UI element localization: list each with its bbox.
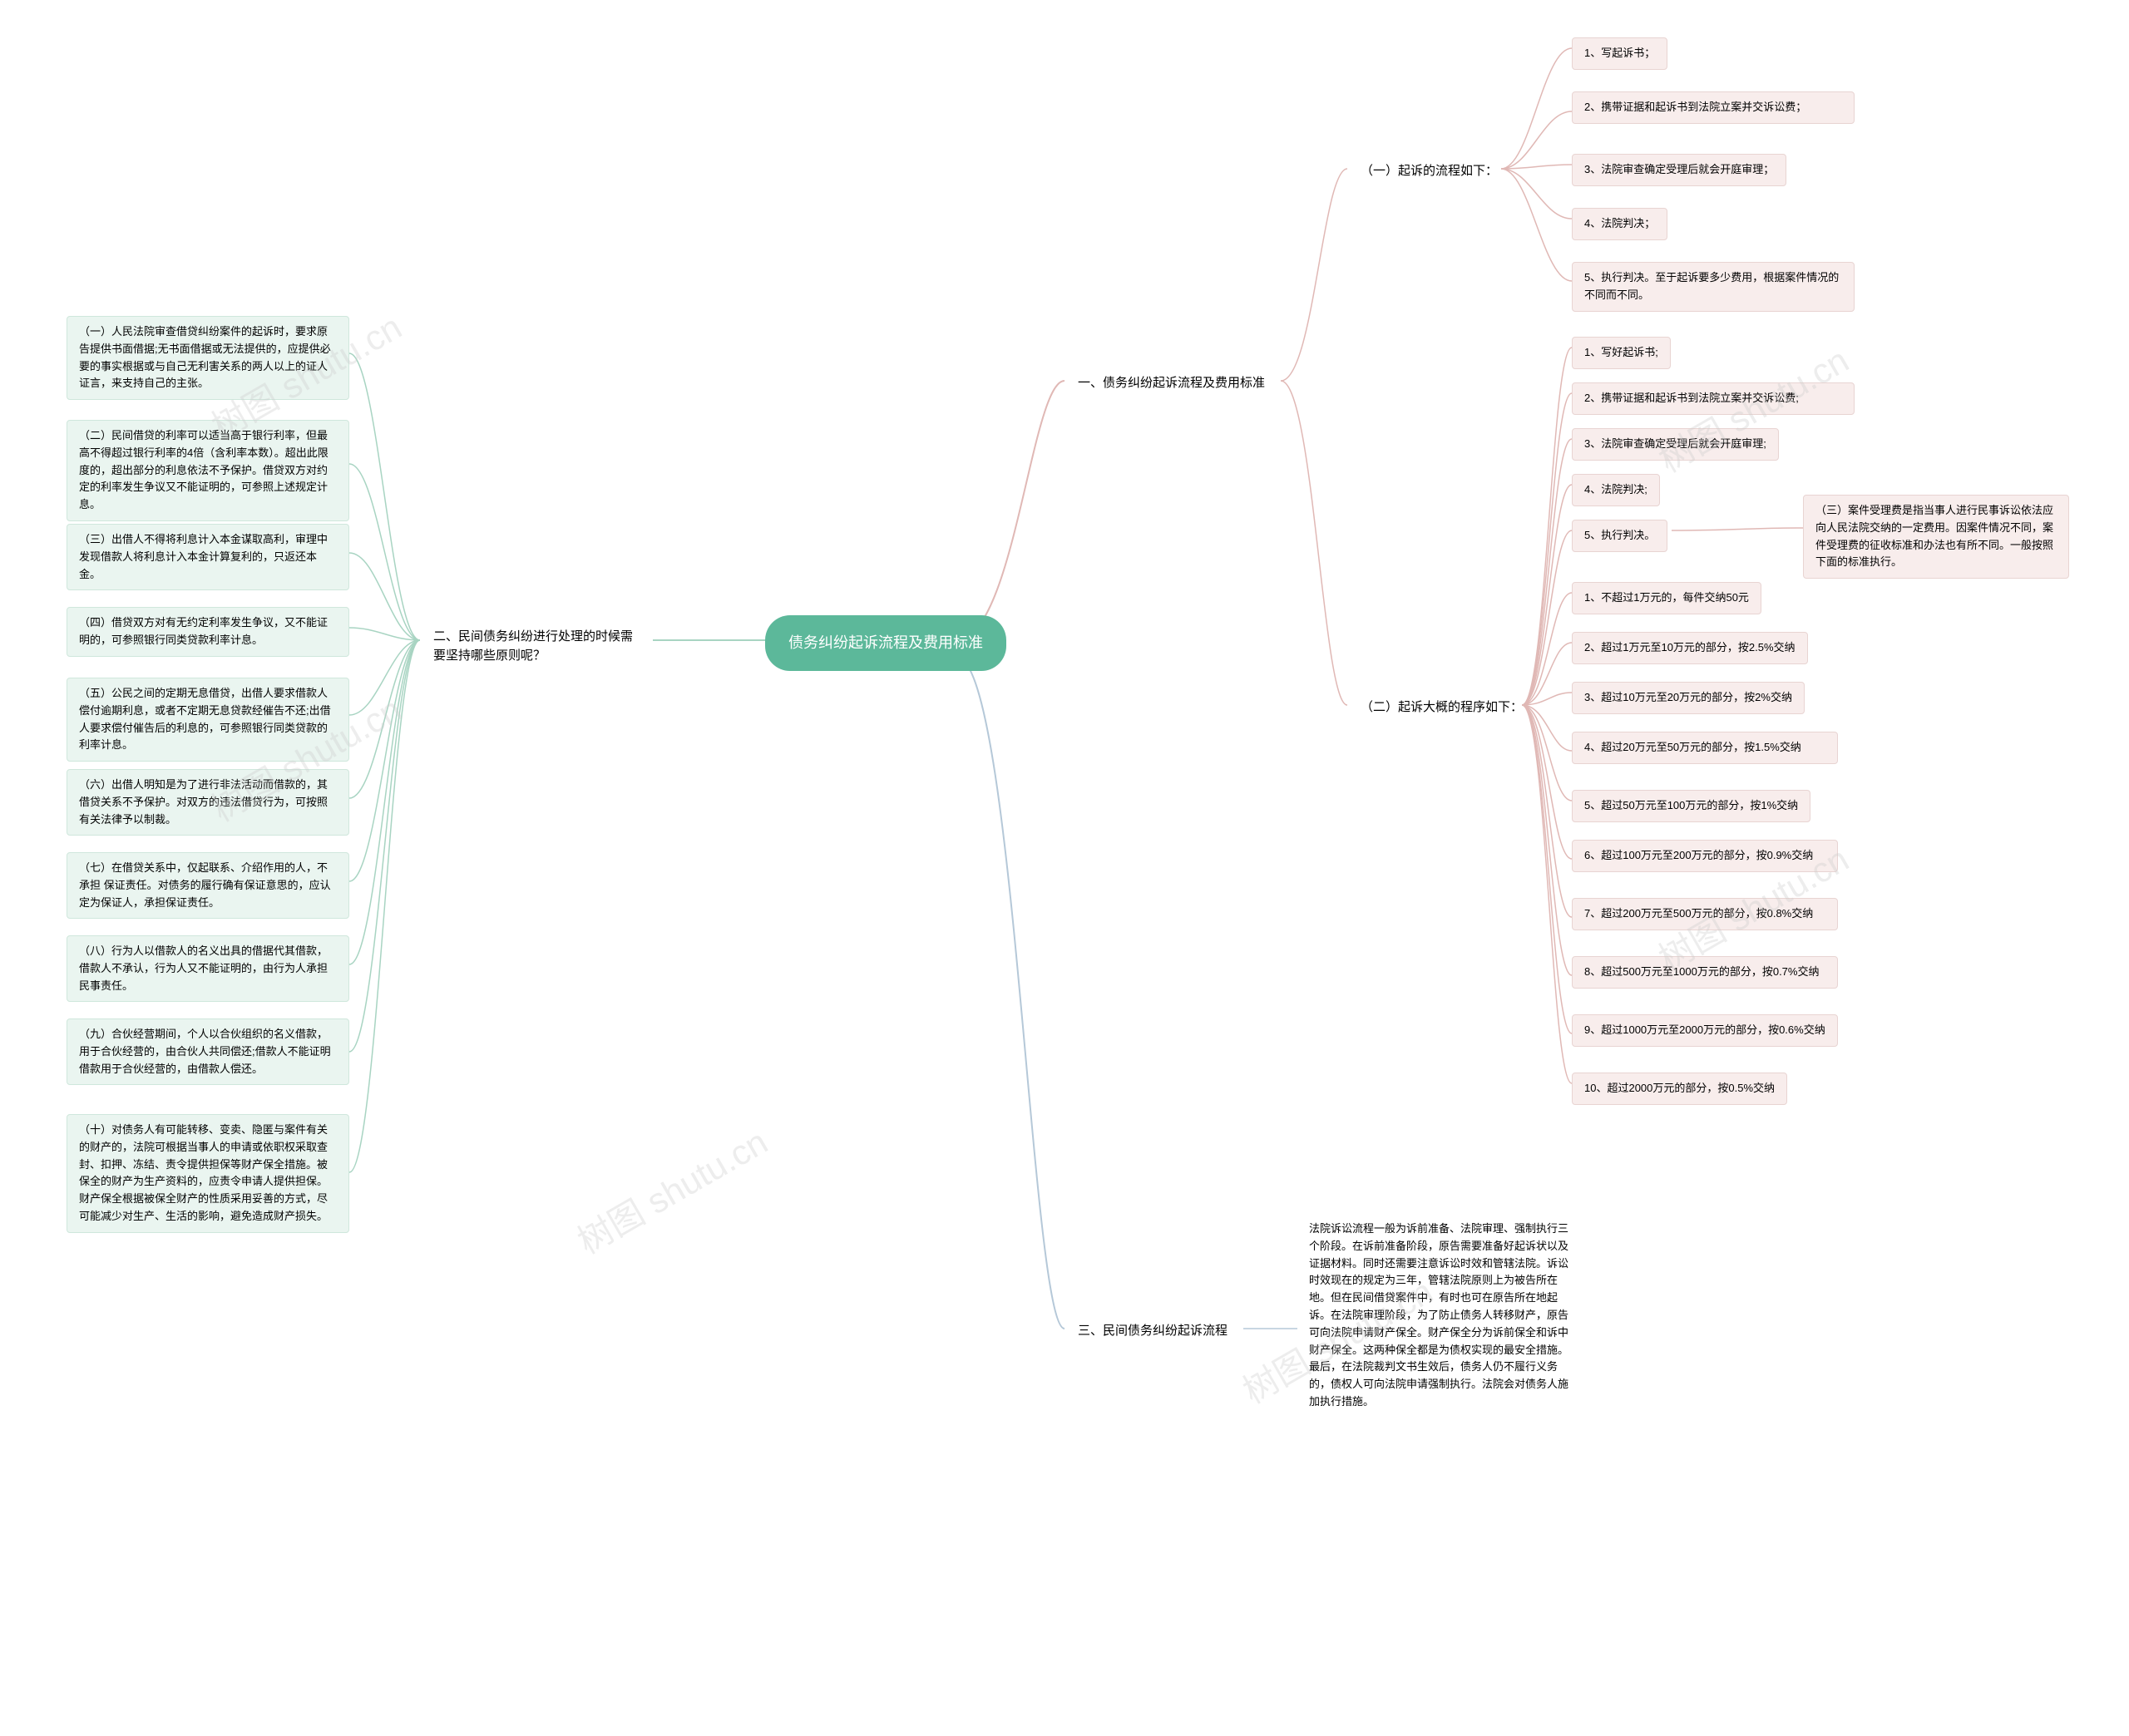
left-leaf-8[interactable]: （九）合伙经营期间，个人以合伙组织的名义借款，用于合伙经营的，由合伙人共同偿还;… xyxy=(67,1018,349,1085)
sub1-leaf-2[interactable]: 3、法院审查确定受理后就会开庭审理； xyxy=(1572,154,1786,186)
sub2-leaf-3[interactable]: 4、法院判决; xyxy=(1572,474,1660,506)
left-leaf-6[interactable]: （七）在借贷关系中，仅起联系、介绍作用的人，不承担 保证责任。对债务的履行确有保… xyxy=(67,852,349,919)
sub2-leaf-7[interactable]: 3、超过10万元至20万元的部分，按2%交纳 xyxy=(1572,682,1805,714)
left-leaf-2[interactable]: （三）出借人不得将利息计入本金谋取高利，审理中发现借款人将利息计入本金计算复利的… xyxy=(67,524,349,590)
sub1-leaf-0[interactable]: 1、写起诉书； xyxy=(1572,37,1667,70)
sub2-leaf-10[interactable]: 6、超过100万元至200万元的部分，按0.9%交纳 xyxy=(1572,840,1838,872)
sub2-leaf-5[interactable]: 1、不超过1万元的，每件交纳50元 xyxy=(1572,582,1761,614)
sub1-leaf-4[interactable]: 5、执行判决。至于起诉要多少费用，根据案件情况的不同而不同。 xyxy=(1572,262,1855,312)
left-leaf-7[interactable]: （八）行为人以借款人的名义出具的借据代其借款，借款人不承认，行为人又不能证明的，… xyxy=(67,935,349,1002)
sub2-leaf-1[interactable]: 2、携带证据和起诉书到法院立案并交诉讼费; xyxy=(1572,382,1855,415)
sub2-leaf-9[interactable]: 5、超过50万元至100万元的部分，按1%交纳 xyxy=(1572,790,1810,822)
left-leaf-1[interactable]: （二）民间借贷的利率可以适当高于银行利率，但最高不得超过银行利率的4倍（含利率本… xyxy=(67,420,349,521)
left-leaf-5[interactable]: （六）出借人明知是为了进行非法活动而借款的，其借贷关系不予保护。对双方的违法借贷… xyxy=(67,769,349,836)
branch-1-sub2[interactable]: （二）起诉大概的程序如下： xyxy=(1347,690,1536,726)
left-leaf-0[interactable]: （一）人民法院审查借贷纠纷案件的起诉时，要求原告提供书面借据;无书面借据或无法提… xyxy=(67,316,349,400)
sub1-leaf-1[interactable]: 2、携带证据和起诉书到法院立案并交诉讼费； xyxy=(1572,91,1855,124)
sub2-nested-4[interactable]: （三）案件受理费是指当事人进行民事诉讼依法应向人民法院交纳的一定费用。因案件情况… xyxy=(1803,495,2069,579)
left-leaf-4[interactable]: （五）公民之间的定期无息借贷，出借人要求借款人偿付逾期利息，或者不定期无息贷款经… xyxy=(67,678,349,762)
watermark-2: 树图 shutu.cn xyxy=(567,1114,776,1264)
branch-1[interactable]: 一、债务纠纷起诉流程及费用标准 xyxy=(1064,366,1278,402)
left-leaf-9[interactable]: （十）对债务人有可能转移、变卖、隐匿与案件有关的财产的，法院可根据当事人的申请或… xyxy=(67,1114,349,1233)
sub2-leaf-14[interactable]: 10、超过2000万元的部分，按0.5%交纳 xyxy=(1572,1073,1787,1105)
sub2-leaf-6[interactable]: 2、超过1万元至10万元的部分，按2.5%交纳 xyxy=(1572,632,1808,664)
sub2-leaf-4[interactable]: 5、执行判决。 xyxy=(1572,520,1667,552)
sub2-leaf-13[interactable]: 9、超过1000万元至2000万元的部分，按0.6%交纳 xyxy=(1572,1014,1838,1047)
central-topic[interactable]: 债务纠纷起诉流程及费用标准 xyxy=(765,615,1006,671)
branch-1-sub1[interactable]: （一）起诉的流程如下： xyxy=(1347,154,1511,190)
sub2-leaf-8[interactable]: 4、超过20万元至50万元的部分，按1.5%交纳 xyxy=(1572,732,1838,764)
sub1-leaf-3[interactable]: 4、法院判决； xyxy=(1572,208,1667,240)
sub2-leaf-2[interactable]: 3、法院审查确定受理后就会开庭审理; xyxy=(1572,428,1779,461)
branch-3[interactable]: 三、民间债务纠纷起诉流程 xyxy=(1064,1314,1241,1349)
sub2-leaf-0[interactable]: 1、写好起诉书; xyxy=(1572,337,1671,369)
branch-2[interactable]: 二、民间债务纠纷进行处理的时候需要坚持哪些原则呢？ xyxy=(420,619,653,673)
sub2-leaf-11[interactable]: 7、超过200万元至500万元的部分，按0.8%交纳 xyxy=(1572,898,1838,930)
left-leaf-3[interactable]: （四）借贷双方对有无约定利率发生争议，又不能证明的，可参照银行同类贷款利率计息。 xyxy=(67,607,349,657)
branch-3-content: 法院诉讼流程一般为诉前准备、法院审理、强制执行三个阶段。在诉前准备阶段，原告需要… xyxy=(1297,1214,1580,1418)
sub2-leaf-12[interactable]: 8、超过500万元至1000万元的部分，按0.7%交纳 xyxy=(1572,956,1838,989)
